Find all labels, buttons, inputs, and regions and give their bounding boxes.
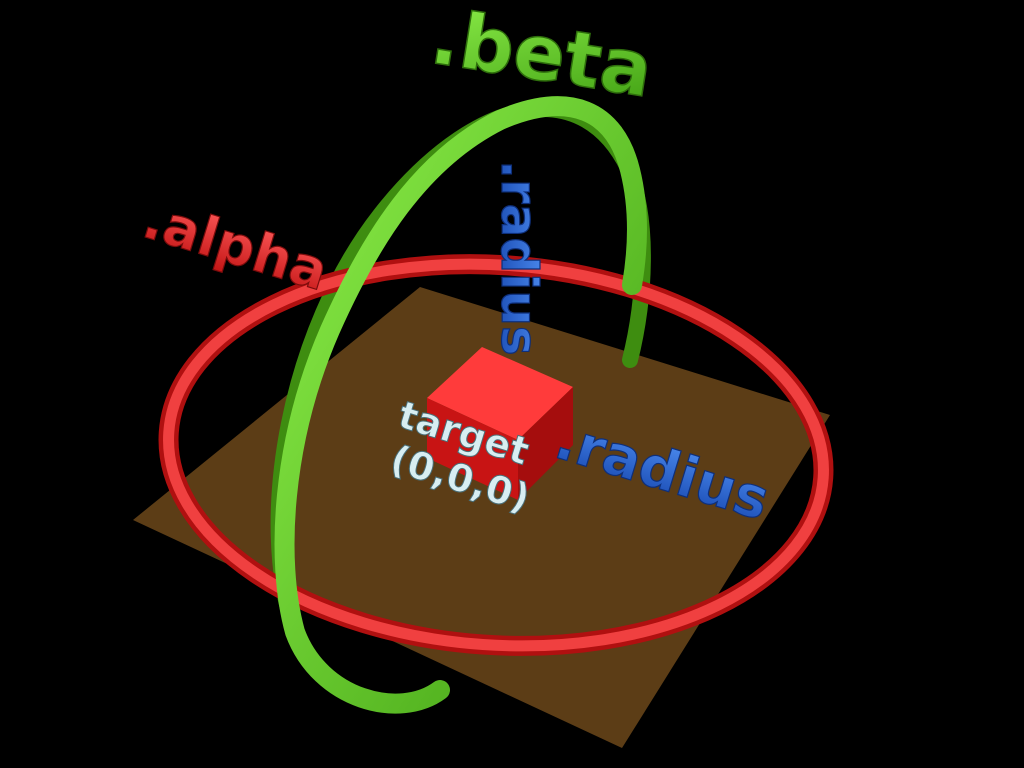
- beta-ring-front: [274, 96, 647, 714]
- radius-vertical-label: .radius: [490, 160, 548, 356]
- beta-label: .beta: [425, 0, 659, 115]
- alpha-label: .alpha: [136, 188, 335, 304]
- alpha-ring-highlight: [163, 258, 829, 652]
- target-cube: [427, 347, 573, 500]
